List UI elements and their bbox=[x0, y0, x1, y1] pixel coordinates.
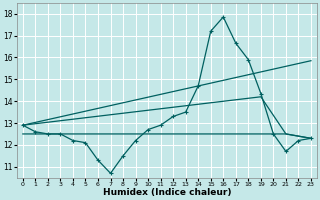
X-axis label: Humidex (Indice chaleur): Humidex (Indice chaleur) bbox=[103, 188, 231, 197]
